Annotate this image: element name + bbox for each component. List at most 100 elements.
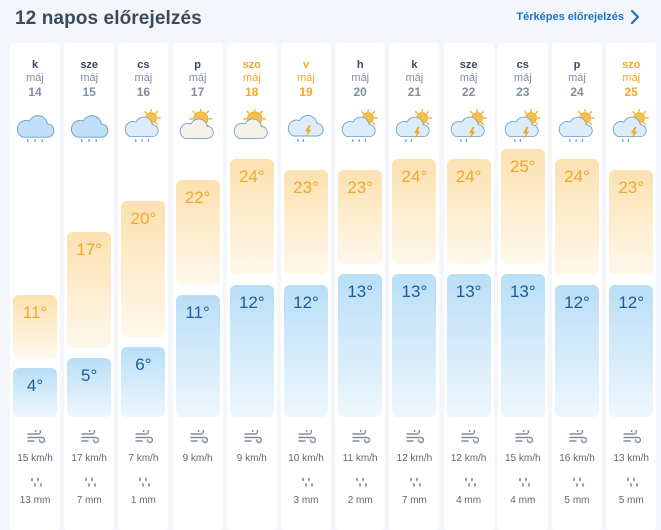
day-name: sze: [80, 59, 99, 71]
day-number: 23: [516, 85, 530, 99]
month-label: máj: [622, 72, 641, 84]
max-temp: 20°: [130, 209, 157, 229]
day-number: 20: [353, 85, 367, 99]
max-temp-bar: 23°: [338, 169, 383, 265]
wind-icon: [135, 430, 154, 444]
day-name: cs: [137, 59, 150, 71]
day-name: szo: [242, 59, 261, 71]
sun-thunderstorm-icon: [504, 109, 541, 142]
day-column-21[interactable]: k máj 21 24° 13° 12 km/h 7 mm: [389, 43, 440, 530]
min-temp-bar: 12°: [555, 284, 599, 417]
max-temp: 23°: [293, 177, 319, 197]
max-temp: 24°: [455, 167, 482, 187]
day-column-24[interactable]: p máj 24 24° 12° 16 km/h 5 mm: [552, 43, 602, 530]
day-column-19[interactable]: v máj 19 23° 12° 10 km/h 3 mm: [281, 43, 331, 530]
max-temp: 17°: [76, 240, 103, 260]
min-temp-bar: 11°: [175, 295, 220, 417]
map-forecast-link[interactable]: Térképes előrejelzés: [516, 10, 639, 24]
max-temp: 23°: [618, 177, 645, 197]
day-column-14[interactable]: k máj 14 11° 4° 15 km/h 13 mm: [10, 43, 60, 530]
raindrops-icon: [302, 477, 313, 487]
precipitation: 5 mm: [564, 495, 590, 506]
day-name: v: [302, 59, 310, 71]
min-temp-bar: 4°: [13, 368, 57, 417]
precipitation: 7 mm: [401, 495, 427, 506]
max-temp: 23°: [347, 177, 374, 197]
wind-speed: 15 km/h: [505, 453, 541, 464]
min-temp-bar: 12°: [609, 284, 654, 417]
month-label: máj: [405, 72, 424, 84]
wind-speed: 11 km/h: [342, 453, 378, 464]
month-label: máj: [188, 72, 207, 84]
min-temp: 13°: [509, 282, 536, 302]
day-column-20[interactable]: h máj 20 23° 13° 11 km/h 2 mm: [335, 43, 386, 530]
wind-speed: 12 km/h: [450, 453, 487, 464]
day-name: cs: [516, 59, 529, 71]
min-temp: 4°: [26, 376, 44, 396]
wind-speed: 15 km/h: [17, 453, 53, 464]
max-temp-bar: 24°: [392, 159, 437, 265]
partly-cloudy-icon: [179, 109, 214, 139]
raindrops-icon: [518, 477, 530, 487]
sun-thunderstorm-icon: [396, 109, 433, 142]
day-number: 15: [82, 85, 96, 99]
raindrops-icon: [464, 477, 476, 487]
rain-cloud-icon: [71, 115, 109, 142]
precipitation: 2 mm: [347, 495, 373, 506]
day-name: h: [356, 59, 364, 71]
precipitation: 1 mm: [130, 495, 156, 506]
max-temp-bar: 20°: [121, 201, 166, 338]
sun-rain-cloud-icon: [341, 109, 379, 142]
precipitation: 5 mm: [618, 495, 644, 506]
wind-speed: 12 km/h: [396, 453, 433, 464]
precipitation: 7 mm: [76, 495, 102, 506]
day-name: p: [194, 59, 201, 71]
wind-icon: [623, 430, 642, 444]
day-column-22[interactable]: sze máj 22 24° 13° 12 km/h 4 mm: [443, 43, 494, 530]
max-temp-bar: 22°: [175, 180, 220, 285]
day-column-25[interactable]: szo máj 25 23° 12° 13 km/h 5 mm: [606, 43, 657, 530]
day-number: 19: [299, 85, 313, 99]
day-column-18[interactable]: szo máj 18 24° 12° 9 km/h: [226, 43, 277, 530]
month-label: máj: [134, 72, 153, 84]
wind-speed: 13 km/h: [613, 453, 649, 464]
max-temp: 22°: [184, 188, 211, 208]
day-column-16[interactable]: cs máj 16 20° 6° 7 km/h 1 mm: [118, 43, 169, 530]
day-name: k: [31, 59, 39, 71]
chevron-right-icon: [630, 10, 639, 24]
sun-thunderstorm-icon: [450, 109, 487, 142]
wind-icon: [244, 430, 262, 444]
min-temp-bar: 13°: [392, 274, 437, 417]
day-column-15[interactable]: sze máj 15 17° 5° 17 km/h 7 mm: [64, 43, 115, 530]
map-forecast-link-label: Térképes előrejelzés: [516, 11, 624, 23]
day-column-17[interactable]: p máj 17 22° 11° 9 km/h: [172, 43, 223, 530]
day-name: k: [411, 59, 418, 71]
month-label: máj: [80, 72, 99, 84]
min-temp-bar: 13°: [500, 274, 545, 417]
raindrops-icon: [573, 477, 584, 487]
partly-cloudy-icon: [233, 109, 268, 139]
day-number: 17: [190, 85, 205, 99]
month-label: máj: [351, 72, 370, 84]
min-temp: 12°: [618, 292, 645, 312]
precipitation: 4 mm: [510, 495, 536, 506]
wind-icon: [189, 430, 208, 444]
day-column-23[interactable]: cs máj 23 25° 13° 15 km/h 4 mm: [497, 43, 548, 530]
wind-icon: [27, 430, 45, 444]
min-temp: 12°: [293, 292, 319, 312]
sun-thunderstorm-icon: [612, 109, 650, 142]
day-number: 25: [624, 85, 638, 99]
raindrops-icon: [410, 477, 422, 487]
day-number: 18: [245, 85, 259, 99]
max-temp: 24°: [401, 167, 428, 187]
wind-speed: 9 km/h: [182, 453, 213, 464]
wind-speed: 16 km/h: [559, 453, 595, 464]
max-temp-bar: 24°: [229, 159, 274, 275]
sun-rain-cloud-icon: [558, 109, 595, 142]
min-temp: 13°: [347, 282, 374, 302]
month-label: máj: [297, 72, 315, 84]
max-temp-bar: 25°: [500, 149, 545, 265]
min-temp: 13°: [401, 282, 428, 302]
month-label: máj: [242, 72, 261, 84]
month-label: máj: [459, 72, 478, 84]
